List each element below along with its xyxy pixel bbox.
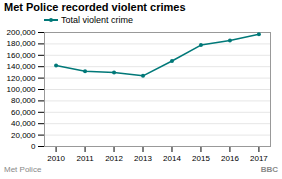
svg-text:160,000: 160,000 [7, 51, 36, 60]
html-text:Total violent crime: Total violent crime [61, 15, 133, 25]
svg-text:120,000: 120,000 [7, 74, 36, 83]
svg-text:2011: 2011 [76, 154, 94, 163]
svg-text:40,000: 40,000 [11, 119, 36, 128]
svg-text:2012: 2012 [105, 154, 123, 163]
svg-text:200,000: 200,000 [7, 28, 36, 37]
svg-text:100,000: 100,000 [7, 85, 36, 94]
svg-text:180,000: 180,000 [7, 39, 36, 48]
svg-text:2017: 2017 [250, 154, 268, 163]
svg-text:20,000: 20,000 [11, 131, 36, 140]
svg-text:2010: 2010 [47, 154, 65, 163]
html-text:Met Police: Met Police [4, 165, 42, 174]
html-text:BBC: BBC [260, 165, 278, 174]
html-text:Met Police recorded violent cr: Met Police recorded violent crimes [4, 1, 186, 13]
svg-text:140,000: 140,000 [7, 62, 36, 71]
svg-text:60,000: 60,000 [11, 108, 36, 117]
svg-text:2013: 2013 [134, 154, 152, 163]
svg-text:2014: 2014 [163, 154, 181, 163]
svg-text:80,000: 80,000 [11, 96, 36, 105]
svg-text:0: 0 [31, 142, 36, 151]
svg-text:2015: 2015 [192, 154, 210, 163]
svg-text:2016: 2016 [221, 154, 239, 163]
